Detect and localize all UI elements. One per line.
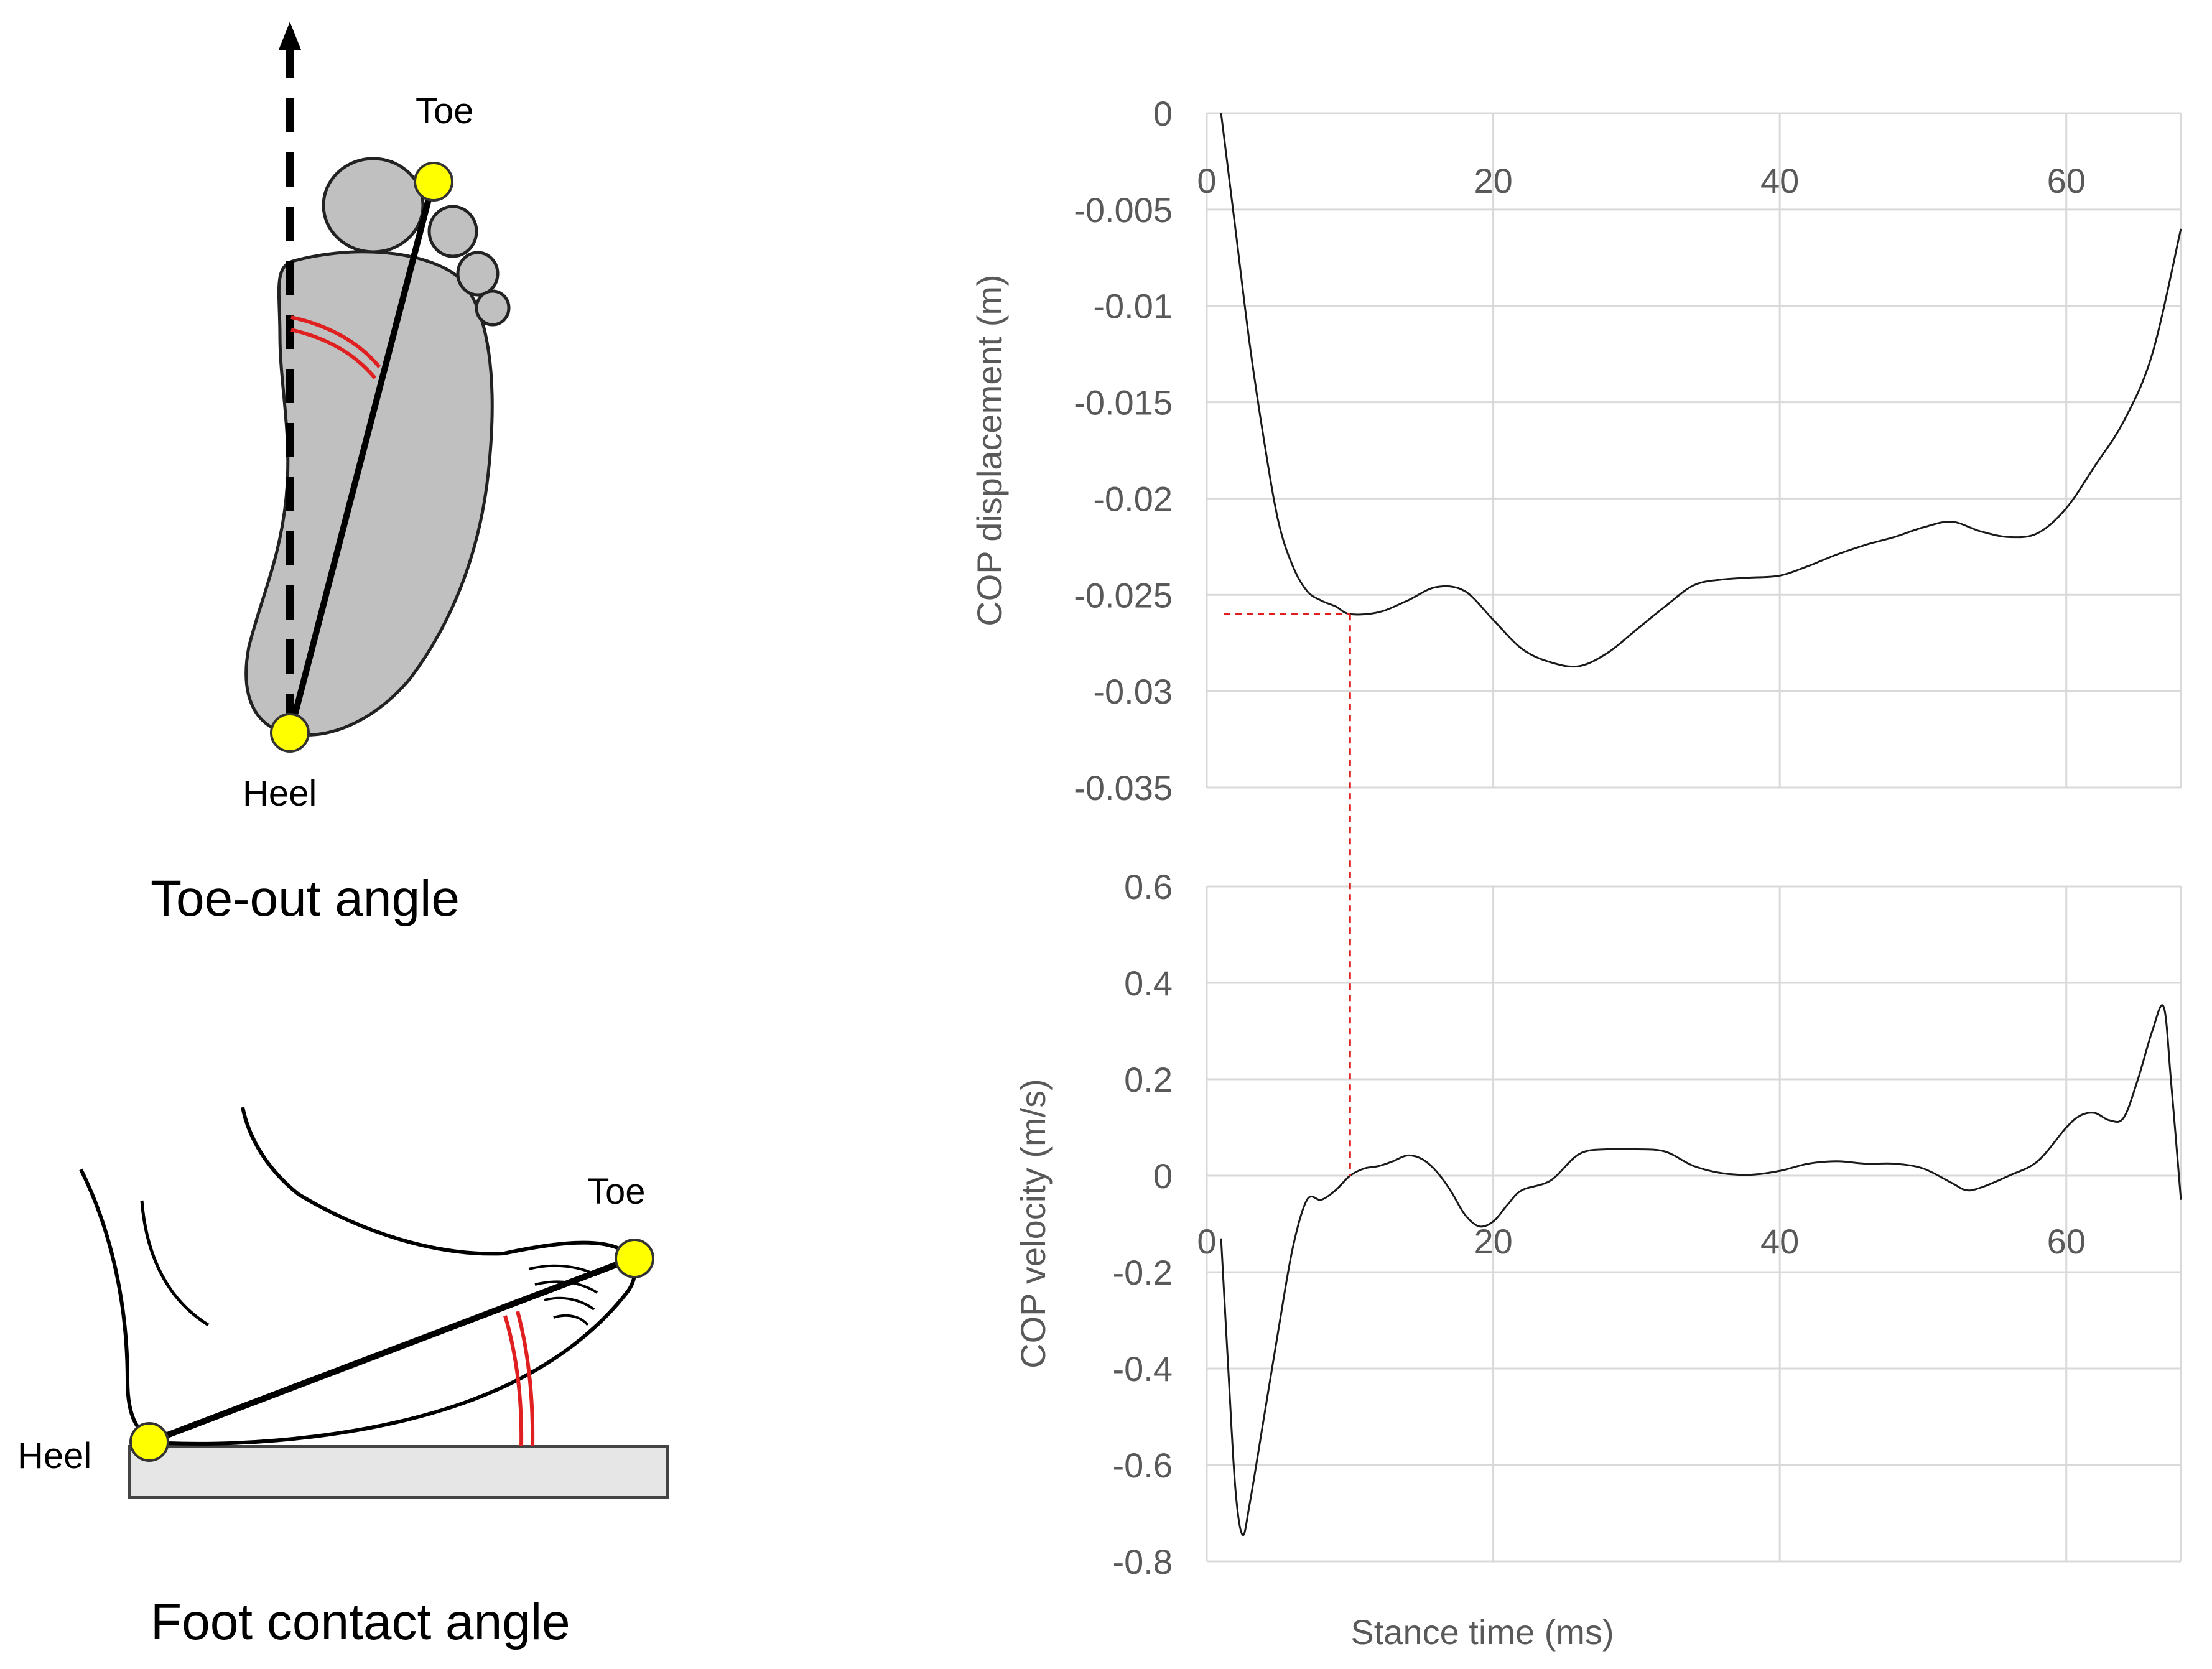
x-tick-label: 20 — [1474, 161, 1512, 200]
y-tick-label: -0.015 — [1074, 383, 1173, 422]
toe-out-caption: Toe-out angle — [151, 870, 460, 927]
x-axis-title: Stance time (ms) — [1350, 1612, 1614, 1652]
y-tick-label: -0.005 — [1074, 190, 1173, 230]
toe-label: Toe — [587, 1171, 646, 1212]
y-tick-label: -0.03 — [1093, 672, 1173, 711]
toe-label: Toe — [416, 91, 474, 131]
x-tick-label: 40 — [1760, 161, 1799, 200]
y-tick-label: 0.4 — [1124, 964, 1173, 1003]
y-tick-label: -0.025 — [1074, 575, 1173, 615]
y-tick-label: 0 — [1153, 94, 1173, 133]
x-tick-label: 40 — [1760, 1222, 1799, 1261]
heel-label: Heel — [243, 773, 317, 814]
y-tick-label: -0.8 — [1113, 1542, 1173, 1581]
y-tick-label: 0 — [1153, 1156, 1173, 1196]
heel-label: Heel — [17, 1436, 91, 1476]
y-tick-label: -0.4 — [1113, 1349, 1173, 1388]
y-tick-label: 0.6 — [1124, 867, 1173, 906]
leg-inner-line-icon — [140, 1200, 210, 1327]
x-tick-label: 20 — [1474, 1222, 1512, 1261]
foot-outline-icon — [79, 1107, 637, 1446]
arrow-head-icon — [279, 22, 301, 50]
cop-displacement-line — [1220, 113, 2182, 668]
cop-velocity-chart: 0.6 0.4 0.2 0 -0.2 -0.4 -0.6 -0.8 0 20 40 60 COP v… — [1013, 867, 2182, 1652]
y-tick-label: -0.035 — [1074, 768, 1173, 807]
x-tick-label: 60 — [2047, 161, 2086, 200]
y-tick-label: 0.2 — [1124, 1060, 1173, 1099]
heel-marker-icon — [270, 713, 310, 753]
x-tick-label: 0 — [1197, 1222, 1216, 1261]
x-tick-label: 60 — [2047, 1222, 2086, 1261]
heel-marker-icon — [129, 1422, 169, 1462]
y-tick-label: -0.2 — [1113, 1253, 1173, 1292]
x-tick-labels: 0 20 40 60 — [1197, 1222, 2085, 1261]
heel-toe-line — [148, 1255, 634, 1445]
angle-arc — [290, 328, 377, 379]
x-tick-labels: 0 20 40 60 — [1197, 161, 2085, 200]
foot-contact-caption: Foot contact angle — [151, 1594, 570, 1650]
y-tick-labels: 0 -0.005 -0.01 -0.015 -0.02 -0.025 -0.03 -0.035 — [1074, 94, 1173, 807]
y-axis-title: COP displacement (m) — [970, 274, 1009, 626]
toe-crease-icon — [553, 1314, 589, 1326]
toe-crease-icon — [544, 1296, 595, 1311]
y-tick-label: -0.6 — [1113, 1446, 1173, 1485]
big-toe-icon — [322, 157, 425, 254]
chart-grid — [1206, 112, 2182, 789]
y-tick-label: -0.02 — [1093, 479, 1173, 518]
second-toe-icon — [427, 205, 478, 258]
fourth-toe-icon — [475, 289, 511, 327]
toe-marker-icon — [414, 162, 453, 202]
angle-arc — [516, 1311, 535, 1447]
heel-toe-line — [287, 179, 437, 735]
cop-velocity-line — [1220, 1004, 2182, 1537]
cop-displacement-chart: 0 -0.005 -0.01 -0.015 -0.02 -0.025 -0.03 -0.035… — [970, 94, 2182, 807]
x-tick-label: 0 — [1197, 161, 1216, 200]
reference-lines — [1224, 613, 1351, 1176]
angle-arc — [290, 315, 381, 368]
angle-arc — [503, 1315, 524, 1447]
third-toe-icon — [456, 251, 500, 297]
toe-marker-icon — [615, 1239, 654, 1278]
foot-sole-icon — [244, 250, 494, 737]
chart-grid — [1206, 885, 2182, 1563]
y-tick-label: -0.01 — [1093, 287, 1173, 326]
y-axis-title: COP velocity (m/s) — [1013, 1079, 1053, 1369]
y-tick-labels: 0.6 0.4 0.2 0 -0.2 -0.4 -0.6 -0.8 — [1113, 867, 1173, 1581]
ground-block — [128, 1445, 669, 1499]
foot-contact-diagram: Toe Heel Foot contact angle — [17, 1107, 669, 1650]
toe-out-diagram: Toe Heel Toe-out angle — [151, 22, 511, 927]
